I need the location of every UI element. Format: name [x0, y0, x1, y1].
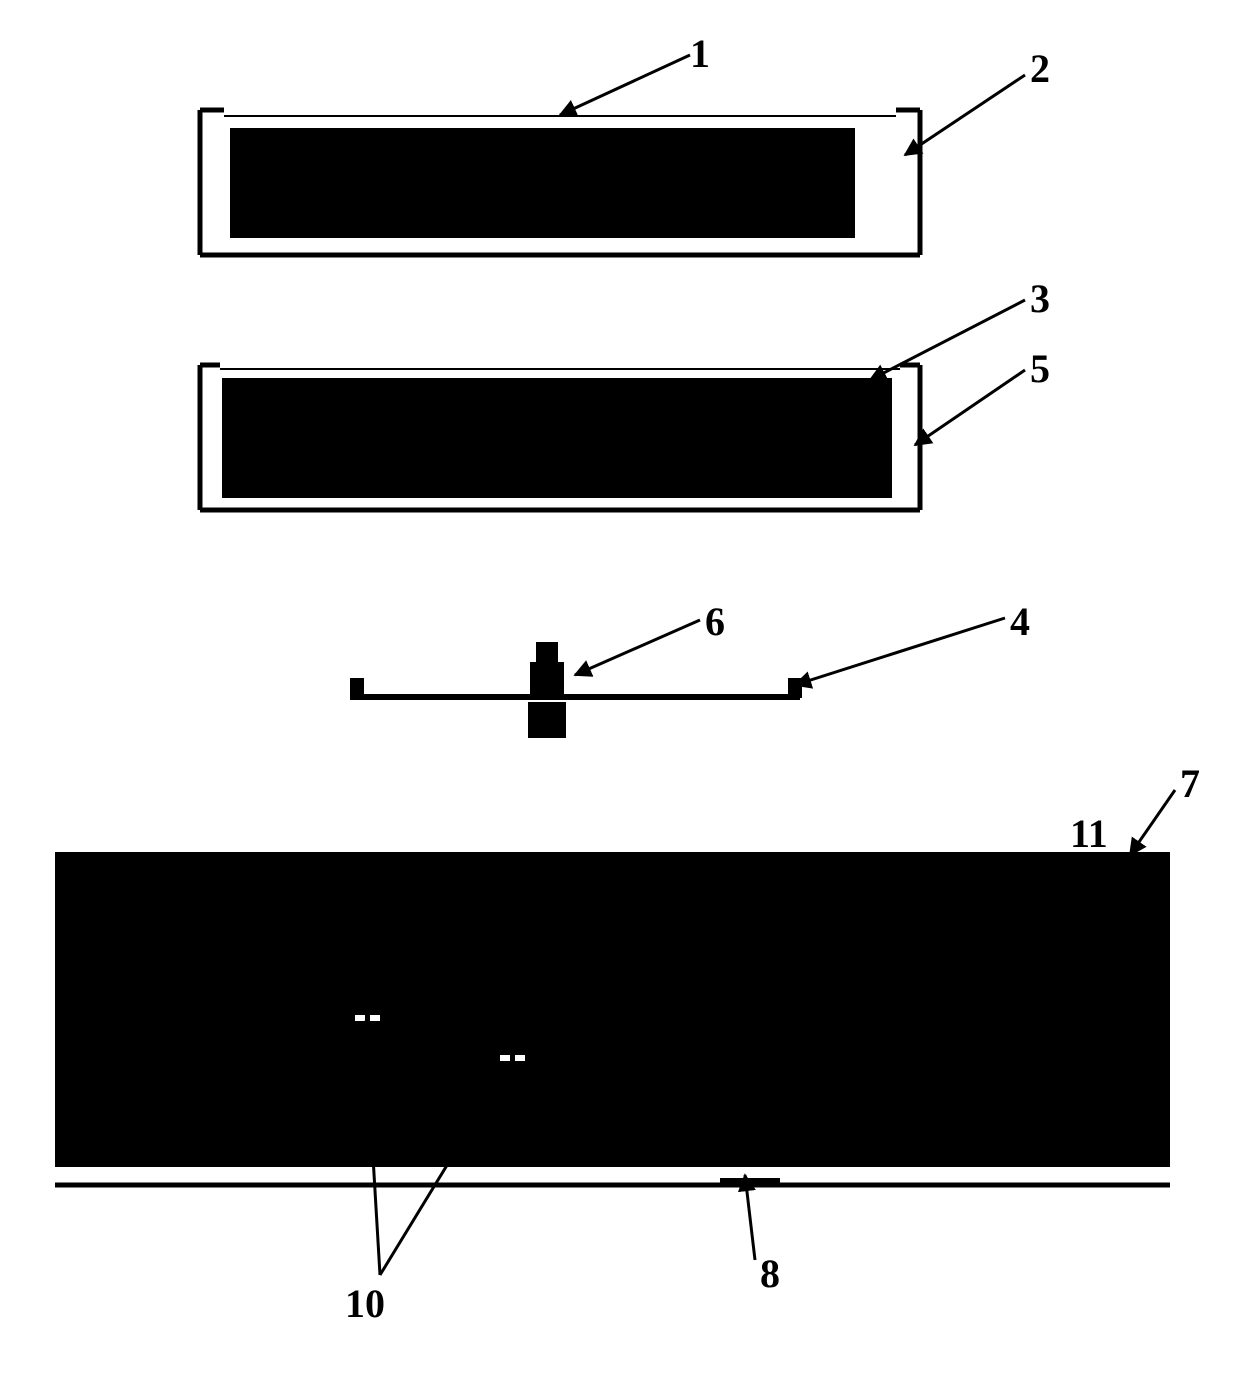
label-6: 6: [705, 598, 725, 645]
diagram-stage: 1 2 3 5 6 4 7 11 8 10: [0, 0, 1240, 1380]
rotor-shaft-top: [536, 642, 558, 662]
big-block-base-notch: [720, 1178, 780, 1184]
label-10: 10: [345, 1280, 385, 1327]
leader-line-1: [905, 75, 1025, 155]
leader-line-5: [795, 618, 1005, 685]
label-1: 1: [690, 30, 710, 77]
leader-line-3: [915, 370, 1025, 445]
label-5: 5: [1030, 345, 1050, 392]
leader-line-4: [575, 620, 700, 675]
big-block-dot-0: [355, 1015, 365, 1021]
label-8: 8: [760, 1250, 780, 1297]
rotor-foot-left: [350, 678, 364, 698]
label-2: 2: [1030, 45, 1050, 92]
big-block-dot-3: [515, 1055, 525, 1061]
label-11: 11: [1070, 810, 1108, 857]
rotor-foot-right: [788, 678, 802, 698]
top-block-inner: [230, 128, 855, 238]
leader-line-6: [1130, 790, 1175, 855]
mid-block-inner: [222, 378, 892, 498]
rotor-shaft-lower: [528, 702, 566, 738]
big-block-dot-2: [500, 1055, 510, 1061]
big-block: [55, 852, 1170, 1167]
diagram-svg: [0, 0, 1240, 1380]
rotor-shaft-upper: [530, 662, 564, 694]
leader-line-0: [560, 55, 690, 115]
label-7: 7: [1180, 760, 1200, 807]
leader-line-2: [870, 300, 1025, 380]
big-block-dot-1: [370, 1015, 380, 1021]
label-4: 4: [1010, 598, 1030, 645]
leader-line-7: [745, 1175, 755, 1260]
label-3: 3: [1030, 275, 1050, 322]
